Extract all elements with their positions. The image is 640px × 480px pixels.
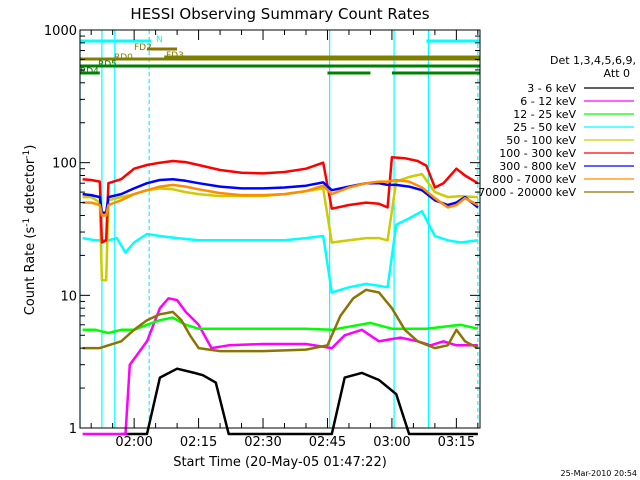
series-line-8 — [82, 288, 479, 353]
series-line-3 — [82, 210, 479, 294]
state-bar-label-2: FD3 — [166, 51, 184, 61]
series-line-0 — [121, 367, 478, 436]
state-bar-label-0: N — [156, 35, 163, 45]
legend-label-0: 3 - 6 keV — [527, 82, 576, 95]
series-lines — [82, 155, 479, 436]
state-bar-label-3: RD0 — [114, 53, 133, 63]
y-axis-label-mid: detector — [23, 158, 38, 218]
series-line-7 — [82, 178, 479, 217]
y-tick-label-1: 10 — [60, 289, 77, 304]
legend-label-3: 25 - 50 keV — [513, 121, 576, 134]
x-axis-label: Start Time (20-May-05 01:47:22) — [173, 455, 387, 470]
x-tick-label-3: 02:45 — [309, 435, 346, 450]
legend-header-line-2: Att 0 — [604, 67, 630, 80]
legend-header-line-1: Det 1,3,4,5,6,9, — [550, 54, 636, 67]
footer-date: 25-Mar-2010 20:54 — [561, 469, 638, 478]
series-line-5 — [82, 155, 479, 244]
legend-label-5: 100 - 300 keV — [499, 147, 576, 160]
axes: 1 10 100 1000 02:00 02:15 02:30 02:45 03:00 03:15 — [44, 24, 481, 450]
y-axis-label: Count Rate (s-1 detector-1) — [22, 145, 38, 316]
vertical-markers — [79, 30, 479, 428]
state-bar-label-1: FD2 — [134, 43, 152, 53]
y-tick-label-2: 100 — [52, 157, 77, 172]
series-line-1 — [82, 297, 478, 436]
series-line-6 — [82, 177, 479, 214]
series-line-2 — [82, 316, 479, 335]
legend-label-1: 6 - 12 keV — [520, 95, 576, 108]
y-axis-label-main: Count Rate (s — [23, 227, 38, 316]
y-tick-label-3: 1000 — [44, 24, 77, 39]
y-axis-label-sup1: -1 — [22, 218, 32, 227]
y-axis-label-sup2: -1 — [22, 150, 32, 159]
plot-frame — [79, 29, 481, 429]
x-tick-label-1: 02:15 — [180, 435, 217, 450]
state-bar-label-4: RD5 — [98, 60, 117, 70]
chart-title: HESSI Observing Summary Count Rates — [130, 5, 429, 23]
x-tick-label-0: 02:00 — [115, 435, 152, 450]
x-tick-label-4: 03:00 — [373, 435, 410, 450]
legend-label-4: 50 - 100 keV — [506, 134, 576, 147]
legend-label-6: 300 - 800 keV — [499, 160, 576, 173]
legend-label-7: 800 - 7000 keV — [492, 173, 576, 186]
y-tick-label-0: 1 — [69, 422, 77, 437]
x-tick-label-2: 02:30 — [244, 435, 281, 450]
y-axis-label-end: ) — [23, 145, 38, 150]
legend-label-2: 12 - 25 keV — [513, 108, 576, 121]
x-tick-label-5: 03:15 — [438, 435, 475, 450]
legend-label-8: 7000 - 20000 keV — [478, 186, 576, 199]
state-bar-label-5: RD4 — [80, 67, 99, 77]
